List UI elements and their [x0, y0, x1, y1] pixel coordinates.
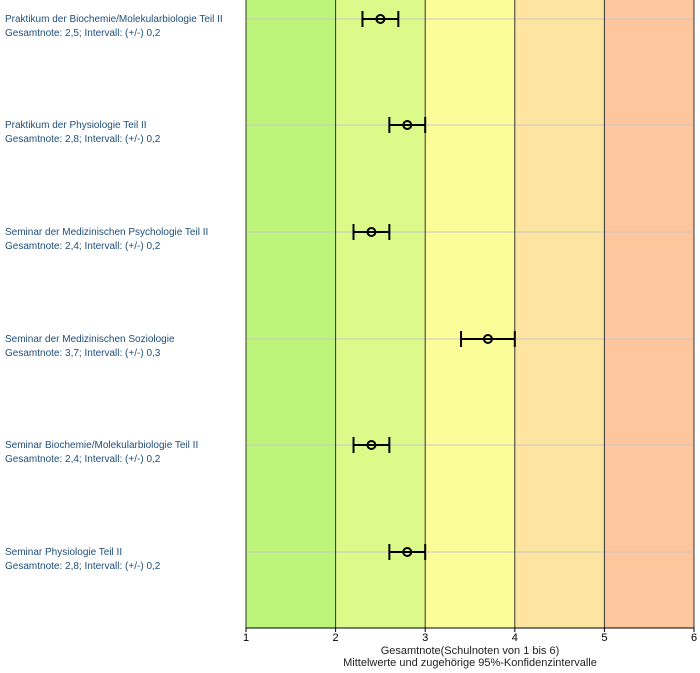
mean-point-3 [366, 227, 377, 237]
x-tick-label-5: 5 [601, 632, 608, 644]
x-tick-label-3: 3 [422, 632, 429, 644]
row-label-1: Praktikum der Biochemie/Molekularbiologi… [5, 13, 223, 41]
mean-point-1 [375, 14, 386, 24]
x-tick-label-6: 6 [690, 632, 698, 644]
course-name: Seminar der Medizinischen Psychologie Te… [5, 227, 209, 238]
row-label-4: Seminar der Medizinischen Soziologie Gesa… [5, 333, 175, 361]
row-label-3: Seminar der Medizinischen Psychologie Te… [5, 226, 208, 254]
grade-summary: Gesamtnote: 2,4; Intervall: (+/-) 0,2 [5, 241, 161, 252]
mean-point-2 [402, 120, 413, 130]
x-tick-label-2: 2 [332, 632, 339, 644]
grade-summary: Gesamtnote: 2,8; Intervall: (+/-) 0,2 [5, 561, 161, 572]
x-axis-label: Gesamtnote(Schulnoten von 1 bis 6) Mitte… [246, 645, 694, 669]
chart-subtitle: Mittelwerte und zugehörige 95%-Konfidenz… [343, 657, 597, 669]
course-name: Seminar Biochemie/Molekularbiologie Teil… [5, 440, 199, 451]
mean-point-6 [402, 547, 413, 557]
grade-summary: Gesamtnote: 2,8; Intervall: (+/-) 0,2 [5, 134, 161, 145]
row-label-2: Praktikum der Physiologie Teil II Gesamtn… [5, 119, 160, 147]
grade-summary: Gesamtnote: 3,7; Intervall: (+/-) 0,3 [5, 348, 161, 359]
band-5 [604, 0, 694, 628]
grade-summary: Gesamtnote: 2,5; Intervall: (+/-) 0,2 [5, 28, 161, 39]
mean-point-4 [482, 334, 493, 344]
row-label-5: Seminar Biochemie/Molekularbiologie Teil… [5, 439, 198, 467]
grade-summary: Gesamtnote: 2,4; Intervall: (+/-) 0,2 [5, 454, 161, 465]
course-name: Seminar der Medizinischen Soziologie [5, 334, 175, 345]
band-2 [335, 0, 426, 628]
course-name: Seminar Physiologie Teil II [5, 547, 123, 558]
course-name: Praktikum der Physiologie Teil II [5, 120, 147, 131]
x-tick-label-4: 4 [511, 632, 518, 644]
band-1 [246, 0, 336, 628]
course-name: Praktikum der Biochemie/Molekularbiologi… [5, 14, 223, 25]
band-3 [425, 0, 515, 628]
x-axis-title: Gesamtnote(Schulnoten von 1 bis 6) [380, 645, 560, 657]
mean-point-5 [366, 440, 377, 450]
band-4 [514, 0, 605, 628]
x-tick-label-1: 1 [242, 632, 250, 644]
row-label-6: Seminar Physiologie Teil II Gesamtnote: 2… [5, 546, 160, 574]
